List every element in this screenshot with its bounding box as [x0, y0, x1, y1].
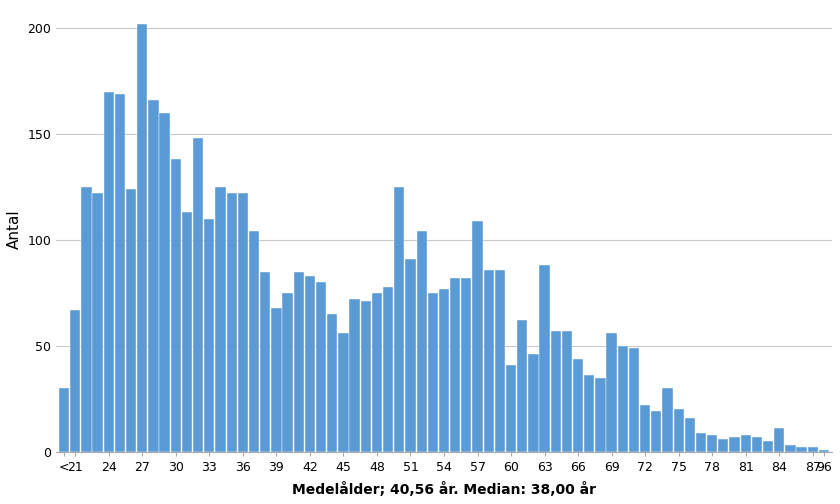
Bar — [294, 272, 304, 452]
Bar — [372, 293, 382, 452]
Bar — [629, 348, 639, 452]
Bar — [819, 450, 829, 452]
Bar — [640, 405, 650, 452]
Bar — [584, 375, 595, 452]
Bar — [573, 358, 583, 452]
Bar — [807, 448, 818, 452]
Bar — [774, 428, 785, 452]
Bar — [417, 231, 427, 452]
Bar — [271, 307, 281, 452]
Bar — [696, 432, 706, 452]
Bar — [327, 314, 338, 452]
Bar — [663, 388, 673, 452]
Bar — [260, 272, 270, 452]
Bar — [741, 435, 751, 452]
Bar — [70, 310, 81, 452]
Bar — [506, 365, 516, 452]
Bar — [81, 187, 92, 452]
Bar — [249, 231, 260, 452]
Bar — [227, 194, 237, 452]
Bar — [238, 194, 248, 452]
Bar — [149, 100, 159, 452]
Bar — [171, 159, 181, 452]
Bar — [606, 333, 617, 452]
Bar — [596, 377, 606, 452]
Bar — [438, 289, 449, 452]
Bar — [316, 282, 326, 452]
Bar — [160, 113, 170, 452]
Bar — [550, 331, 561, 452]
Bar — [752, 437, 762, 452]
Bar — [181, 212, 192, 452]
Bar — [461, 278, 471, 452]
Bar — [707, 435, 717, 452]
Bar — [651, 411, 661, 452]
Bar — [674, 409, 684, 452]
Bar — [685, 418, 695, 452]
Bar — [394, 187, 404, 452]
Bar — [383, 286, 393, 452]
Bar — [215, 187, 226, 452]
X-axis label: Medelålder; 40,56 år. Median: 38,00 år: Medelålder; 40,56 år. Median: 38,00 år — [292, 482, 596, 497]
Bar — [729, 437, 740, 452]
Bar — [92, 194, 102, 452]
Bar — [59, 388, 69, 452]
Bar — [428, 293, 438, 452]
Bar — [495, 270, 505, 452]
Bar — [339, 333, 349, 452]
Bar — [115, 94, 125, 452]
Bar — [193, 138, 203, 452]
Bar — [406, 259, 416, 452]
Bar — [785, 446, 795, 452]
Bar — [450, 278, 460, 452]
Bar — [126, 189, 136, 452]
Bar — [349, 299, 360, 452]
Bar — [539, 265, 549, 452]
Bar — [305, 276, 315, 452]
Bar — [763, 441, 773, 452]
Bar — [282, 293, 292, 452]
Bar — [484, 270, 494, 452]
Bar — [562, 331, 572, 452]
Bar — [472, 221, 483, 452]
Bar — [137, 24, 148, 452]
Bar — [517, 321, 528, 452]
Bar — [360, 301, 371, 452]
Bar — [204, 219, 214, 452]
Bar — [796, 448, 806, 452]
Bar — [617, 346, 628, 452]
Bar — [528, 354, 538, 452]
Bar — [103, 92, 114, 452]
Y-axis label: Antal: Antal — [7, 210, 22, 249]
Bar — [718, 439, 728, 452]
